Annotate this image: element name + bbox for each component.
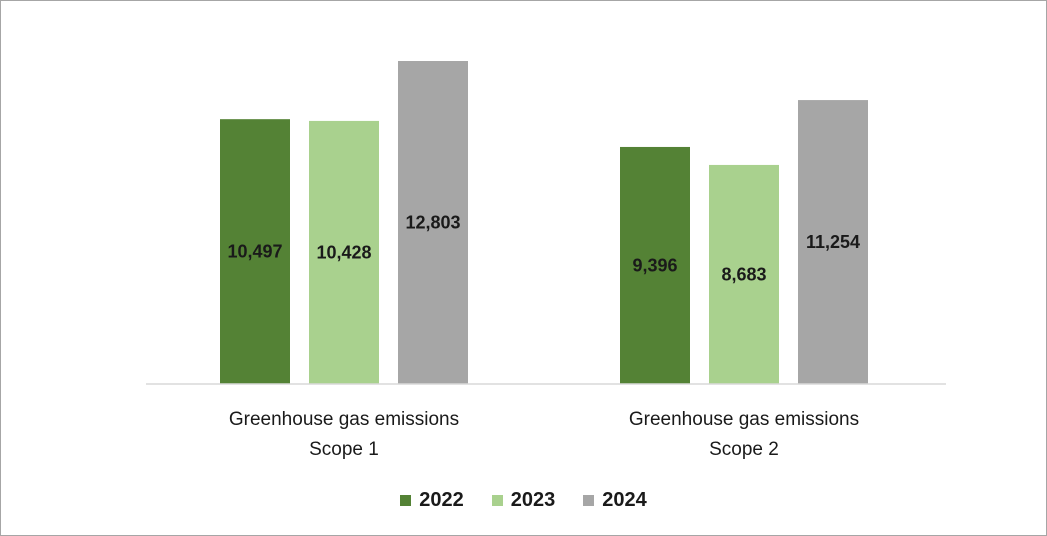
category-label-line: Scope 1 (309, 439, 379, 460)
bar-2024-scope-2 (798, 100, 868, 384)
legend-label-2024: 2024 (602, 488, 647, 511)
bar-2024-scope-1 (398, 61, 468, 384)
bars-layer (220, 61, 868, 385)
bar-2023-scope-1 (309, 120, 379, 384)
legend-item-2022: 2022 (400, 489, 464, 512)
legend-item-2023: 2023 (491, 488, 556, 512)
data-label-2024-scope-2: 11,254 (806, 232, 860, 252)
legend-label-2022: 2022 (419, 488, 464, 511)
legend: 2022 2023 2024 (1, 485, 1046, 515)
category-label-line: Scope 2 (709, 439, 779, 460)
data-labels-layer: 10,497 10,428 12,803 9,396 8,683 11,254 (227, 213, 860, 285)
legend-item-2024: 2024 (583, 489, 647, 512)
data-label-2023-scope-1: 10,428 (316, 242, 371, 262)
data-label-2022-scope-2: 9,396 (632, 255, 677, 275)
category-labels-layer: Greenhouse gas emissions Scope 1Greenhous… (229, 409, 859, 460)
category-label-scope-2: Greenhouse gas emissions Scope 2 (629, 409, 859, 460)
bar-chart: 10,497 10,428 12,803 9,396 8,683 11,254 Green… (146, 61, 946, 460)
data-label-2022-scope-1: 10,497 (227, 242, 282, 262)
legend-swatch-2024 (583, 494, 595, 506)
legend-swatch-2022 (400, 494, 412, 506)
bar-2023-scope-2 (709, 164, 779, 384)
bar-2022-scope-1 (220, 119, 290, 385)
data-label-2024-scope-1: 12,803 (405, 213, 460, 233)
legend-swatch-2023 (491, 494, 503, 506)
legend-label-2023: 2023 (510, 488, 556, 511)
data-label-2023-scope-2: 8,683 (721, 264, 766, 284)
category-label-line: Greenhouse gas emissions (229, 409, 459, 430)
category-label-scope-1: Greenhouse gas emissions Scope 1 (229, 409, 459, 460)
category-label-line: Greenhouse gas emissions (629, 409, 859, 430)
bar-2022-scope-2 (620, 146, 690, 384)
